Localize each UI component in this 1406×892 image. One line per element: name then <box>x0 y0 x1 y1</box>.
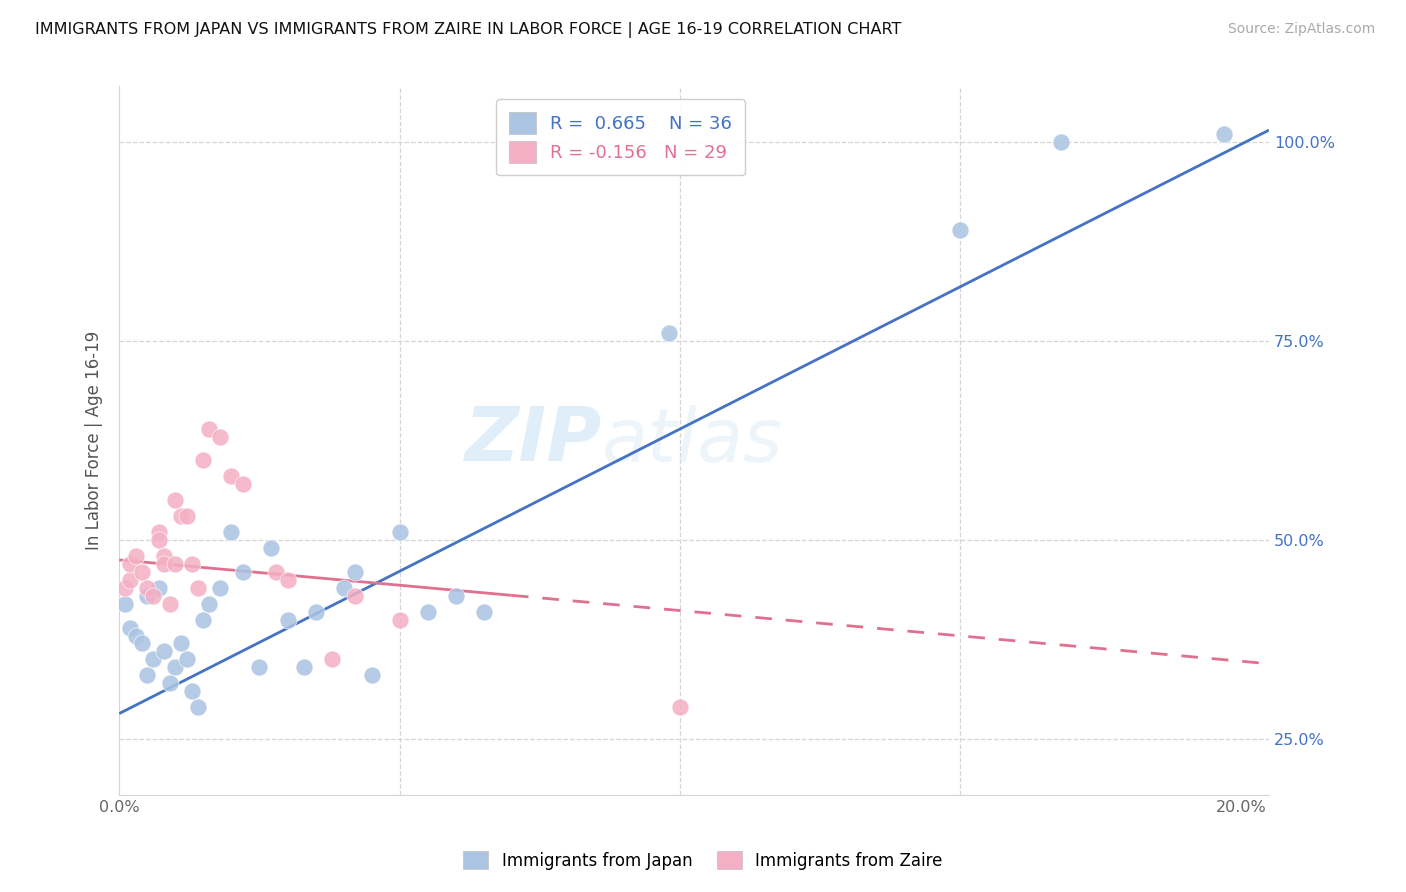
Point <box>165 557 187 571</box>
Legend: R =  0.665    N = 36, R = -0.156   N = 29: R = 0.665 N = 36, R = -0.156 N = 29 <box>496 99 745 176</box>
Point <box>332 581 354 595</box>
Point <box>292 660 315 674</box>
Point <box>187 700 209 714</box>
Point <box>260 541 283 555</box>
Point <box>176 509 198 524</box>
Point <box>1050 135 1073 149</box>
Point <box>343 565 366 579</box>
Point <box>221 469 243 483</box>
Point <box>136 581 159 595</box>
Point <box>232 565 254 579</box>
Point <box>176 652 198 666</box>
Point <box>249 660 271 674</box>
Point <box>120 557 142 571</box>
Point <box>669 700 692 714</box>
Point <box>321 652 343 666</box>
Point <box>125 628 148 642</box>
Point <box>142 652 165 666</box>
Point <box>114 581 136 595</box>
Point <box>444 589 467 603</box>
Point <box>120 573 142 587</box>
Text: ZIP: ZIP <box>465 404 602 477</box>
Point <box>131 565 153 579</box>
Point <box>114 597 136 611</box>
Point <box>159 597 181 611</box>
Point <box>131 636 153 650</box>
Point <box>142 589 165 603</box>
Y-axis label: In Labor Force | Age 16-19: In Labor Force | Age 16-19 <box>86 331 103 550</box>
Point <box>276 613 298 627</box>
Point <box>165 493 187 508</box>
Point <box>198 597 221 611</box>
Point <box>187 581 209 595</box>
Point <box>136 589 159 603</box>
Point <box>153 644 176 658</box>
Point <box>170 509 193 524</box>
Point <box>388 524 411 539</box>
Point <box>181 684 204 698</box>
Point <box>304 605 326 619</box>
Point <box>343 589 366 603</box>
Text: atlas: atlas <box>602 405 783 476</box>
Point <box>193 613 215 627</box>
Point <box>148 581 170 595</box>
Point <box>472 605 495 619</box>
Text: IMMIGRANTS FROM JAPAN VS IMMIGRANTS FROM ZAIRE IN LABOR FORCE | AGE 16-19 CORREL: IMMIGRANTS FROM JAPAN VS IMMIGRANTS FROM… <box>35 22 901 38</box>
Point <box>949 222 972 236</box>
Point <box>209 429 232 443</box>
Text: Source: ZipAtlas.com: Source: ZipAtlas.com <box>1227 22 1375 37</box>
Point <box>136 668 159 682</box>
Point <box>148 533 170 547</box>
Point <box>159 676 181 690</box>
Point <box>148 524 170 539</box>
Legend: Immigrants from Japan, Immigrants from Zaire: Immigrants from Japan, Immigrants from Z… <box>457 845 949 877</box>
Point <box>193 453 215 467</box>
Point <box>388 613 411 627</box>
Point <box>170 636 193 650</box>
Point <box>416 605 439 619</box>
Point <box>181 557 204 571</box>
Point <box>1213 127 1236 141</box>
Point <box>165 660 187 674</box>
Point <box>360 668 382 682</box>
Point <box>266 565 288 579</box>
Point <box>221 524 243 539</box>
Point <box>198 421 221 435</box>
Point <box>209 581 232 595</box>
Point <box>120 621 142 635</box>
Point <box>153 557 176 571</box>
Point <box>276 573 298 587</box>
Point <box>232 477 254 491</box>
Point <box>125 549 148 563</box>
Point <box>658 326 681 340</box>
Point <box>153 549 176 563</box>
